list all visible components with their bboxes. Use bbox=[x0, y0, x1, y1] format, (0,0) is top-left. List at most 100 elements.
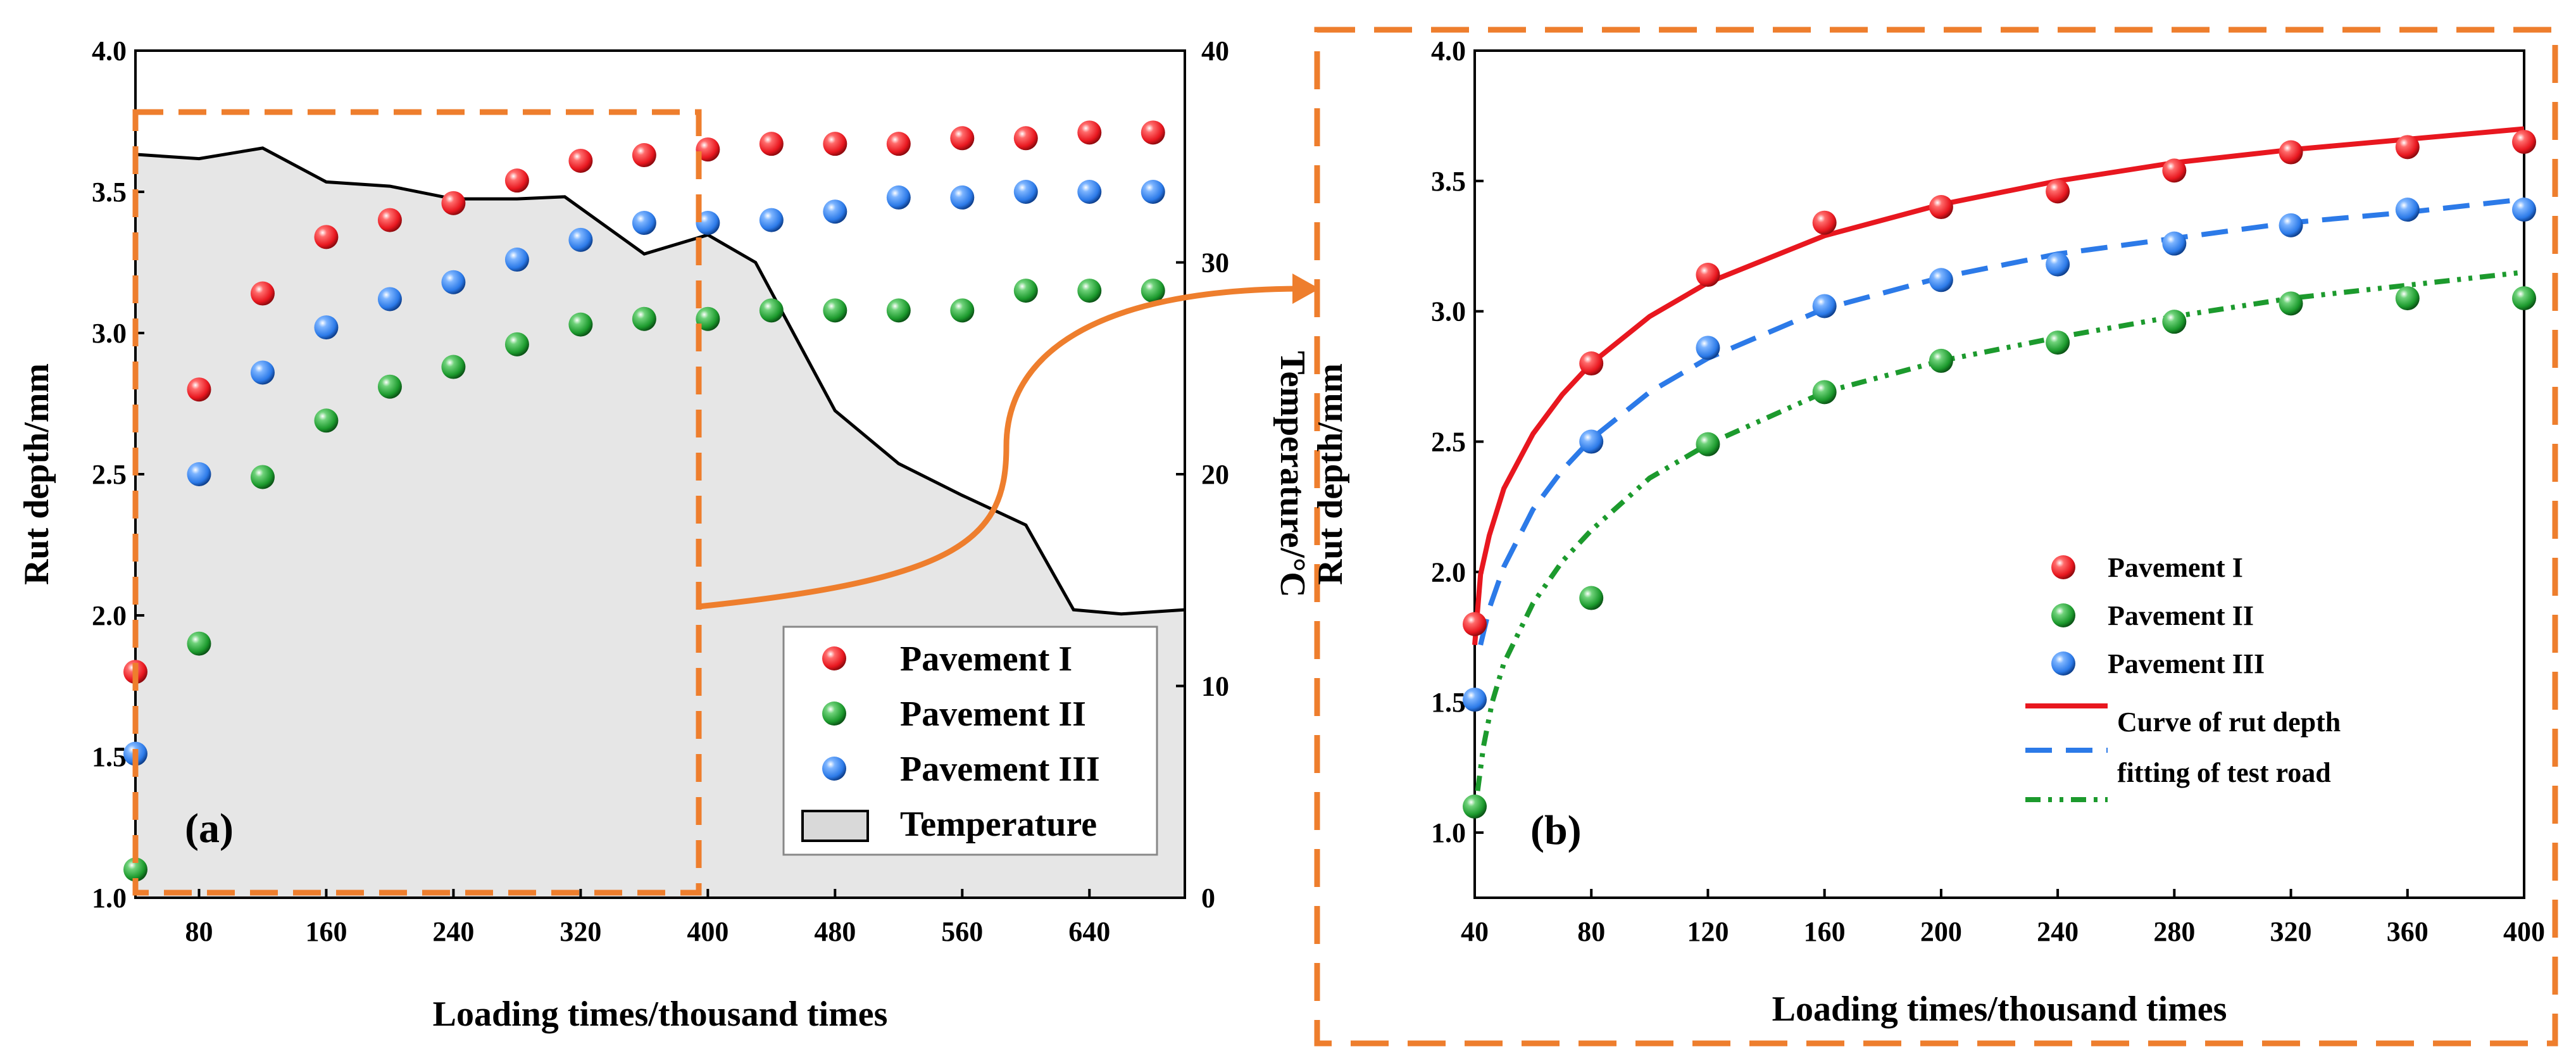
point-a-series2 bbox=[759, 298, 784, 323]
point-a-series2 bbox=[441, 355, 466, 379]
x-tick-label-a: 640 bbox=[1068, 916, 1110, 947]
plot-frame-b bbox=[1473, 49, 2525, 899]
x-tick-label-a: 400 bbox=[687, 916, 728, 947]
fit-curve-pavement-iii bbox=[1478, 196, 2525, 646]
point-b-series1 bbox=[2395, 135, 2420, 160]
legend-b-label-curve: Curve of rut depth bbox=[2117, 707, 2341, 738]
point-b-series2 bbox=[2512, 286, 2536, 311]
scatter-points-b bbox=[1463, 130, 2536, 819]
legend-a-marker-pavement-iii bbox=[822, 757, 846, 781]
legend-b-marker-pavement-ii bbox=[2051, 603, 2075, 627]
point-a-series2 bbox=[568, 312, 593, 337]
point-b-series3 bbox=[2279, 213, 2303, 237]
y-tick-label-a: 2.5 bbox=[92, 459, 127, 490]
point-b-series2 bbox=[2279, 291, 2303, 316]
point-a-series2 bbox=[123, 857, 147, 882]
point-a-series3 bbox=[886, 185, 911, 210]
point-b-series1 bbox=[1463, 612, 1487, 636]
point-b-series2 bbox=[2162, 310, 2187, 334]
point-a-series1 bbox=[314, 225, 339, 249]
panel-a-label: (a) bbox=[185, 805, 234, 852]
y-tick-label-b: 1.5 bbox=[1431, 687, 1466, 718]
point-b-series3 bbox=[1696, 336, 1720, 360]
point-a-series1 bbox=[568, 148, 593, 173]
point-a-series2 bbox=[314, 408, 339, 433]
axes-a: 1.0 1.5 2.0 2.5 3.0 3.5 4.0 0 10 20 30 40 80 160 240 32… bbox=[17, 35, 1312, 1034]
point-b-series3 bbox=[1929, 268, 1953, 292]
point-a-series3 bbox=[823, 199, 847, 224]
legend-b-label-pavement-ii: Pavement II bbox=[2108, 600, 2254, 631]
point-a-series2 bbox=[632, 306, 656, 331]
legend-a-marker-pavement-ii bbox=[822, 701, 846, 726]
point-b-series3 bbox=[2162, 231, 2187, 256]
x-tick-label-b: 200 bbox=[1920, 916, 1962, 947]
x-axis-title-b: Loading times/thousand times bbox=[1772, 990, 2227, 1029]
point-b-series3 bbox=[2046, 252, 2070, 277]
point-b-series2 bbox=[1812, 380, 1837, 405]
chart-panel-b: 1.0 1.5 2.0 2.5 3.0 3.5 4.0 40 80 120 160 200 240 280… bbox=[1311, 35, 2545, 1029]
y2-tick-label-a: 10 bbox=[1201, 671, 1229, 702]
x-tick-label-b: 400 bbox=[2503, 916, 2545, 947]
point-b-series1 bbox=[1696, 263, 1720, 287]
point-a-series3 bbox=[1013, 180, 1038, 204]
legend-a-label-temperature: Temperature bbox=[900, 805, 1097, 844]
x-tick-label-b: 120 bbox=[1687, 916, 1729, 947]
y-tick-label-b: 3.5 bbox=[1431, 166, 1466, 197]
y-tick-label-a: 2.0 bbox=[92, 600, 127, 631]
legend-a-label-pavement-i: Pavement I bbox=[900, 639, 1072, 679]
point-a-series2 bbox=[1077, 279, 1102, 303]
panel-b-label: (b) bbox=[1530, 807, 1582, 853]
panel-b-frame bbox=[1314, 27, 2558, 1047]
point-b-series1 bbox=[2162, 158, 2187, 183]
point-b-series2 bbox=[1463, 794, 1487, 819]
point-b-series2 bbox=[1696, 432, 1720, 456]
legend-b-label-fitting: fitting of test road bbox=[2117, 757, 2331, 788]
point-a-series1 bbox=[1013, 126, 1038, 151]
point-b-series3 bbox=[1579, 429, 1604, 454]
highlight-box bbox=[132, 109, 702, 896]
point-a-series1 bbox=[886, 132, 911, 156]
legend-b-marker-pavement-iii bbox=[2051, 651, 2075, 676]
x-tick-label-b: 280 bbox=[2153, 916, 2195, 947]
point-a-series3 bbox=[377, 287, 402, 311]
legend-a: Pavement I Pavement II Pavement III Temp… bbox=[782, 626, 1158, 856]
x-tick-label-b: 160 bbox=[1804, 916, 1846, 947]
point-b-series3 bbox=[2395, 198, 2420, 222]
temperature-line bbox=[135, 146, 1185, 616]
chart-panel-a: 1.0 1.5 2.0 2.5 3.0 3.5 4.0 0 10 20 30 40 80 160 240 32… bbox=[17, 35, 1312, 1034]
x-tick-label-b: 240 bbox=[2037, 916, 2079, 947]
point-b-series3 bbox=[2512, 198, 2536, 222]
y-tick-label-b: 1.0 bbox=[1431, 817, 1466, 848]
legend-b-label-pavement-iii: Pavement III bbox=[2108, 648, 2265, 679]
y2-tick-label-a: 0 bbox=[1201, 883, 1215, 914]
point-a-series1 bbox=[441, 191, 466, 215]
x-tick-label-a: 320 bbox=[560, 916, 601, 947]
point-a-series3 bbox=[632, 211, 656, 236]
legend-b: Pavement I Pavement II Pavement III Curv… bbox=[2025, 552, 2341, 802]
x-tick-label-a: 160 bbox=[305, 916, 347, 947]
zoom-connector-arrow bbox=[698, 274, 1320, 610]
point-a-series1 bbox=[504, 168, 529, 193]
point-b-series1 bbox=[1929, 195, 1953, 220]
point-a-series2 bbox=[504, 332, 529, 356]
x-tick-label-b: 80 bbox=[1577, 916, 1605, 947]
point-a-series3 bbox=[187, 462, 211, 486]
point-b-series1 bbox=[2512, 130, 2536, 154]
point-a-series2 bbox=[1013, 279, 1038, 303]
point-a-series3 bbox=[441, 270, 466, 294]
point-a-series3 bbox=[314, 315, 339, 340]
point-a-series1 bbox=[1077, 120, 1102, 145]
y2-tick-label-a: 30 bbox=[1201, 248, 1229, 279]
legend-b-marker-pavement-i bbox=[2051, 555, 2075, 579]
point-a-series1 bbox=[377, 208, 402, 232]
point-a-series1 bbox=[696, 137, 720, 162]
axes-b: 1.0 1.5 2.0 2.5 3.0 3.5 4.0 40 80 120 160 200 240 280… bbox=[1311, 35, 2545, 1029]
point-b-series1 bbox=[1579, 351, 1604, 376]
point-a-series3 bbox=[1077, 180, 1102, 204]
point-b-series3 bbox=[1812, 294, 1837, 318]
fit-curves-b bbox=[1472, 126, 2525, 791]
point-a-series1 bbox=[823, 132, 847, 156]
point-b-series2 bbox=[1579, 586, 1604, 610]
y-axis-title-a: Rut depth/mm bbox=[17, 363, 56, 585]
point-a-series2 bbox=[1141, 279, 1165, 303]
